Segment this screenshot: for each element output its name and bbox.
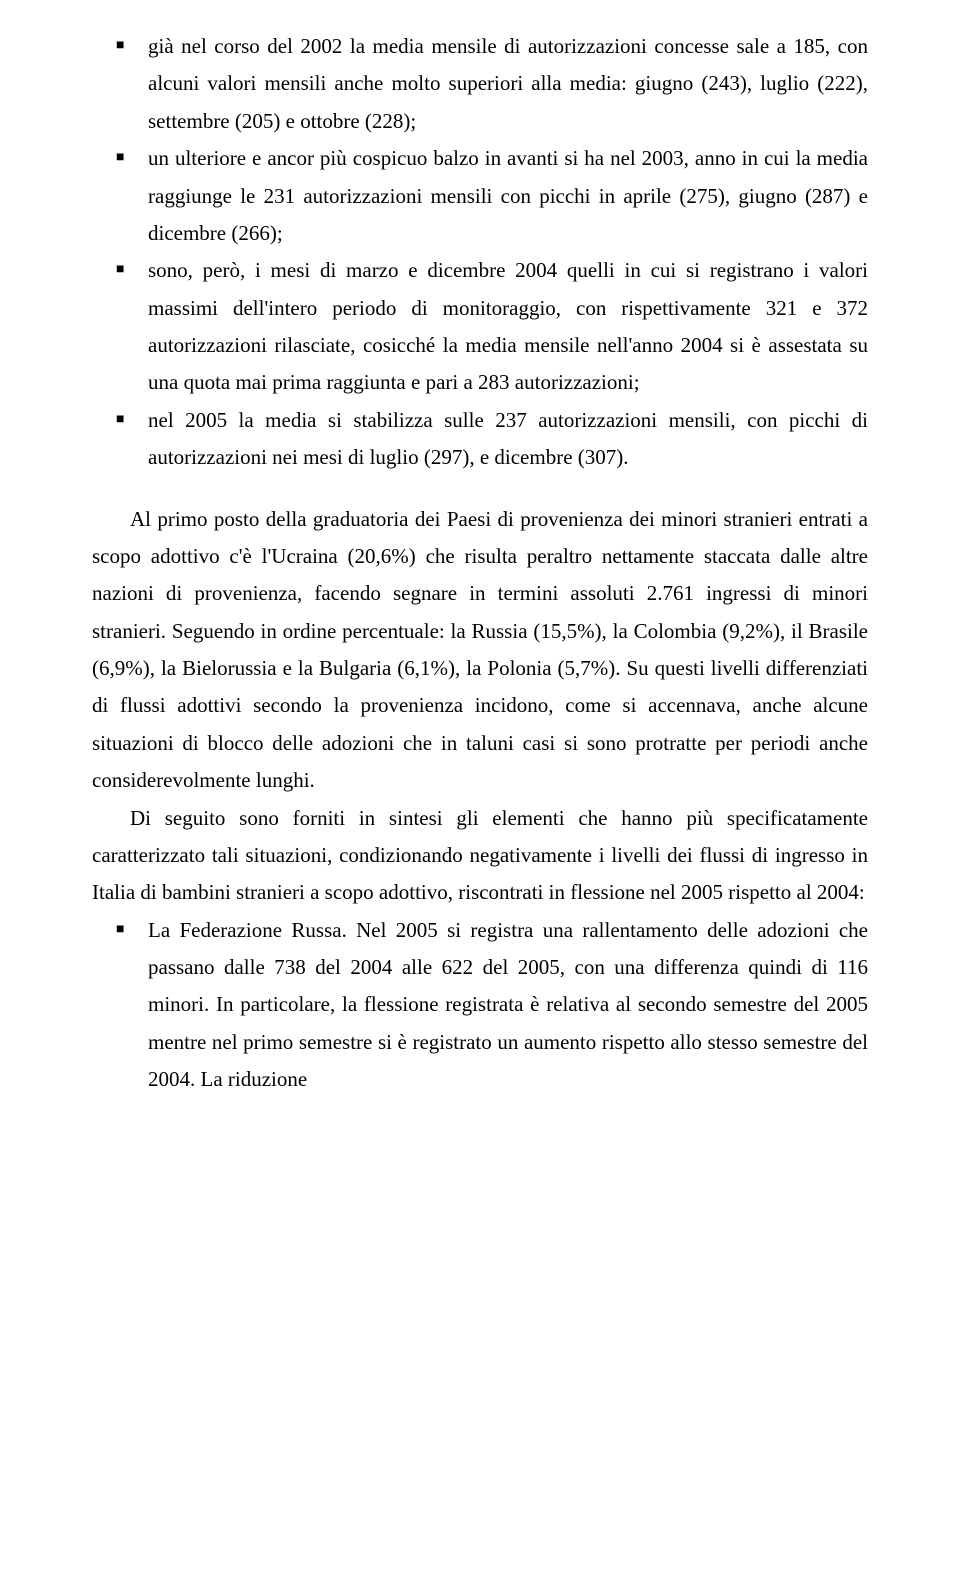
- bullet-list-1: già nel corso del 2002 la media mensile …: [92, 28, 868, 477]
- paragraph: Di seguito sono forniti in sintesi gli e…: [92, 800, 868, 912]
- list-item-text: La Federazione Russa. Nel 2005 si regist…: [148, 918, 868, 1092]
- bullet-list-2: La Federazione Russa. Nel 2005 si regist…: [92, 912, 868, 1099]
- list-item-text: un ulteriore e ancor più cospicuo balzo …: [148, 146, 868, 245]
- list-item: nel 2005 la media si stabilizza sulle 23…: [148, 402, 868, 477]
- paragraph: Al primo posto della graduatoria dei Pae…: [92, 501, 868, 800]
- list-item-text: sono, però, i mesi di marzo e dicembre 2…: [148, 258, 868, 394]
- list-item: già nel corso del 2002 la media mensile …: [148, 28, 868, 140]
- list-item: un ulteriore e ancor più cospicuo balzo …: [148, 140, 868, 252]
- list-item-text: già nel corso del 2002 la media mensile …: [148, 34, 868, 133]
- list-item-text: nel 2005 la media si stabilizza sulle 23…: [148, 408, 868, 469]
- list-item: La Federazione Russa. Nel 2005 si regist…: [148, 912, 868, 1099]
- document-page: già nel corso del 2002 la media mensile …: [0, 0, 960, 1574]
- list-item: sono, però, i mesi di marzo e dicembre 2…: [148, 252, 868, 402]
